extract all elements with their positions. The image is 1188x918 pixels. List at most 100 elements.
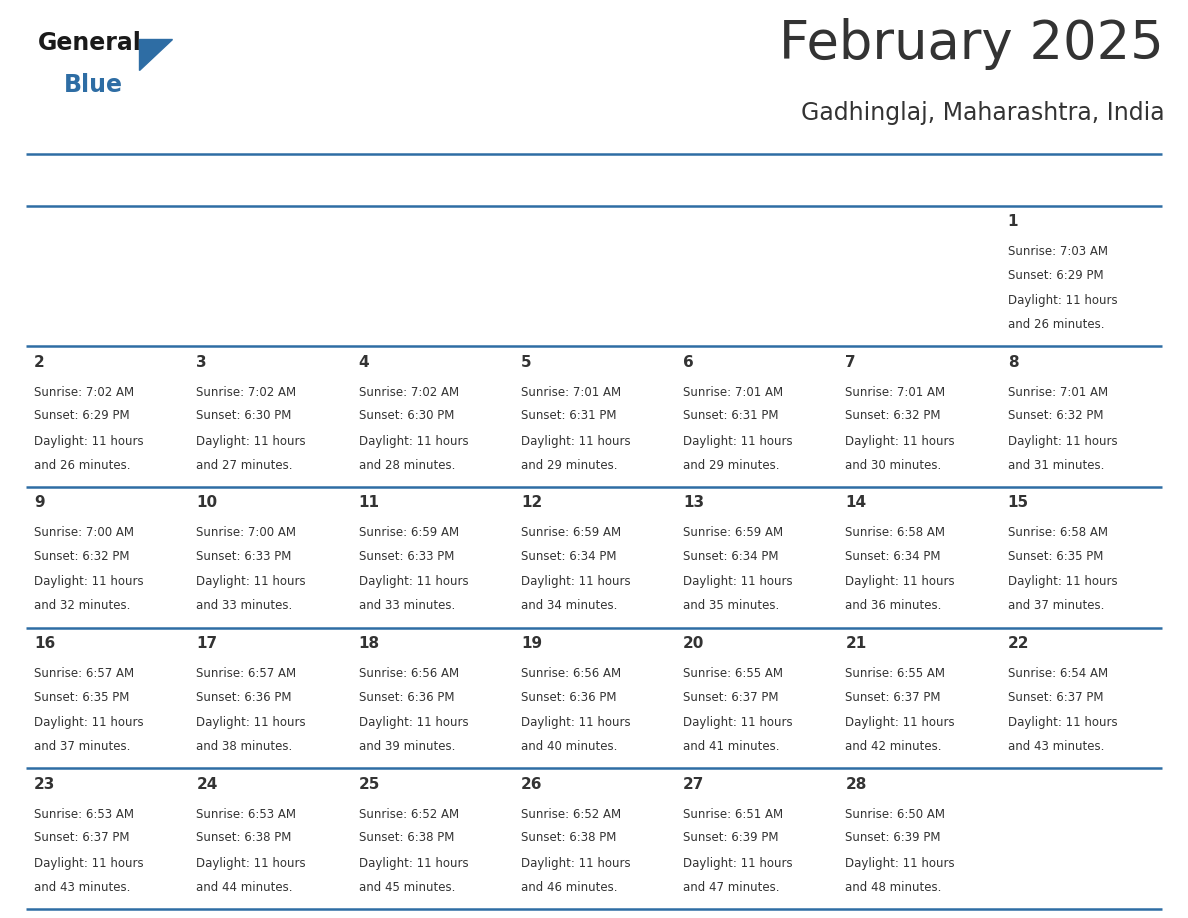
Text: and 33 minutes.: and 33 minutes. [359,599,455,612]
Text: Sunrise: 6:58 AM: Sunrise: 6:58 AM [846,526,946,539]
Text: Sunrise: 6:55 AM: Sunrise: 6:55 AM [846,666,946,680]
Text: 22: 22 [1007,636,1029,651]
Text: Sunrise: 7:00 AM: Sunrise: 7:00 AM [34,526,134,539]
Text: Daylight: 11 hours: Daylight: 11 hours [34,435,144,448]
Text: 5: 5 [522,354,531,370]
Text: Sunset: 6:38 PM: Sunset: 6:38 PM [522,832,617,845]
Text: 2: 2 [34,354,45,370]
Text: Sunrise: 6:52 AM: Sunrise: 6:52 AM [522,808,621,821]
Text: Sunrise: 7:01 AM: Sunrise: 7:01 AM [522,386,621,398]
Text: 24: 24 [196,777,217,791]
Text: and 29 minutes.: and 29 minutes. [683,459,779,472]
Text: 1: 1 [1007,214,1018,229]
Text: and 27 minutes.: and 27 minutes. [196,459,293,472]
Text: Sunset: 6:35 PM: Sunset: 6:35 PM [34,691,129,704]
Text: Daylight: 11 hours: Daylight: 11 hours [846,716,955,729]
Text: Sunrise: 6:57 AM: Sunrise: 6:57 AM [196,666,297,680]
Text: and 28 minutes.: and 28 minutes. [359,459,455,472]
Text: Sunset: 6:36 PM: Sunset: 6:36 PM [196,691,292,704]
Text: and 31 minutes.: and 31 minutes. [1007,459,1104,472]
Text: 8: 8 [1007,354,1018,370]
Text: 9: 9 [34,496,45,510]
Text: Sunset: 6:29 PM: Sunset: 6:29 PM [34,409,129,422]
Text: and 30 minutes.: and 30 minutes. [846,459,942,472]
Text: Sunrise: 7:01 AM: Sunrise: 7:01 AM [1007,386,1108,398]
Text: 4: 4 [359,354,369,370]
Text: 28: 28 [846,777,867,791]
Text: 14: 14 [846,496,866,510]
Text: and 36 minutes.: and 36 minutes. [846,599,942,612]
Text: 19: 19 [522,636,542,651]
Text: Sunrise: 6:53 AM: Sunrise: 6:53 AM [196,808,297,821]
Text: Sunrise: 6:59 AM: Sunrise: 6:59 AM [522,526,621,539]
Text: Daylight: 11 hours: Daylight: 11 hours [522,576,631,588]
Text: Daylight: 11 hours: Daylight: 11 hours [359,435,468,448]
Text: Sunrise: 6:56 AM: Sunrise: 6:56 AM [522,666,621,680]
Text: Sunrise: 7:02 AM: Sunrise: 7:02 AM [34,386,134,398]
Text: Sunset: 6:30 PM: Sunset: 6:30 PM [359,409,454,422]
Text: Daylight: 11 hours: Daylight: 11 hours [1007,576,1118,588]
Text: Daylight: 11 hours: Daylight: 11 hours [683,435,792,448]
Text: 21: 21 [846,636,867,651]
Text: and 40 minutes.: and 40 minutes. [522,740,618,753]
Text: Sunrise: 6:50 AM: Sunrise: 6:50 AM [846,808,946,821]
Text: Sunrise: 6:59 AM: Sunrise: 6:59 AM [359,526,459,539]
Text: Daylight: 11 hours: Daylight: 11 hours [683,716,792,729]
Text: and 26 minutes.: and 26 minutes. [34,459,131,472]
Text: Sunset: 6:34 PM: Sunset: 6:34 PM [522,550,617,563]
Text: Sunset: 6:37 PM: Sunset: 6:37 PM [683,691,779,704]
Text: Sunset: 6:37 PM: Sunset: 6:37 PM [846,691,941,704]
Text: Daylight: 11 hours: Daylight: 11 hours [846,856,955,869]
Text: Sunrise: 7:03 AM: Sunrise: 7:03 AM [1007,245,1107,258]
Text: Sunset: 6:34 PM: Sunset: 6:34 PM [683,550,779,563]
Text: Tuesday: Tuesday [364,173,440,191]
Text: 13: 13 [683,496,704,510]
Text: Daylight: 11 hours: Daylight: 11 hours [34,716,144,729]
Text: Sunset: 6:38 PM: Sunset: 6:38 PM [359,832,454,845]
Text: Sunset: 6:36 PM: Sunset: 6:36 PM [522,691,617,704]
Text: Daylight: 11 hours: Daylight: 11 hours [359,856,468,869]
Text: Sunrise: 6:54 AM: Sunrise: 6:54 AM [1007,666,1108,680]
Text: Daylight: 11 hours: Daylight: 11 hours [34,856,144,869]
Text: Daylight: 11 hours: Daylight: 11 hours [683,576,792,588]
Text: Sunday: Sunday [39,173,108,191]
Text: Wednesday: Wednesday [526,173,633,191]
Text: Sunset: 6:31 PM: Sunset: 6:31 PM [683,409,779,422]
Text: Thursday: Thursday [688,173,775,191]
Text: Sunrise: 6:57 AM: Sunrise: 6:57 AM [34,666,134,680]
Text: Sunset: 6:35 PM: Sunset: 6:35 PM [1007,550,1104,563]
Text: Sunset: 6:37 PM: Sunset: 6:37 PM [1007,691,1104,704]
Text: Gadhinglaj, Maharashtra, India: Gadhinglaj, Maharashtra, India [801,101,1164,125]
Text: Sunset: 6:39 PM: Sunset: 6:39 PM [683,832,779,845]
Text: and 38 minutes.: and 38 minutes. [196,740,292,753]
Text: and 39 minutes.: and 39 minutes. [359,740,455,753]
Text: Daylight: 11 hours: Daylight: 11 hours [359,576,468,588]
Text: Sunset: 6:33 PM: Sunset: 6:33 PM [359,550,454,563]
Text: Sunrise: 7:02 AM: Sunrise: 7:02 AM [196,386,297,398]
Text: 26: 26 [522,777,543,791]
Text: Blue: Blue [64,73,122,97]
Text: February 2025: February 2025 [779,18,1164,71]
Text: 3: 3 [196,354,207,370]
Text: and 45 minutes.: and 45 minutes. [359,880,455,894]
Text: Friday: Friday [851,173,908,191]
Text: Daylight: 11 hours: Daylight: 11 hours [1007,716,1118,729]
Text: Sunset: 6:32 PM: Sunset: 6:32 PM [34,550,129,563]
Text: Sunset: 6:32 PM: Sunset: 6:32 PM [1007,409,1104,422]
Text: and 46 minutes.: and 46 minutes. [522,880,618,894]
Text: Sunrise: 6:55 AM: Sunrise: 6:55 AM [683,666,783,680]
Text: and 47 minutes.: and 47 minutes. [683,880,779,894]
Text: Daylight: 11 hours: Daylight: 11 hours [1007,435,1118,448]
Text: and 35 minutes.: and 35 minutes. [683,599,779,612]
Text: 15: 15 [1007,496,1029,510]
Text: Sunrise: 7:01 AM: Sunrise: 7:01 AM [846,386,946,398]
Text: 11: 11 [359,496,380,510]
Text: 12: 12 [522,496,542,510]
Text: and 44 minutes.: and 44 minutes. [196,880,293,894]
Text: Daylight: 11 hours: Daylight: 11 hours [522,716,631,729]
Text: 25: 25 [359,777,380,791]
Text: Daylight: 11 hours: Daylight: 11 hours [196,576,307,588]
Text: Sunrise: 6:51 AM: Sunrise: 6:51 AM [683,808,783,821]
Text: and 43 minutes.: and 43 minutes. [1007,740,1104,753]
Text: and 43 minutes.: and 43 minutes. [34,880,131,894]
